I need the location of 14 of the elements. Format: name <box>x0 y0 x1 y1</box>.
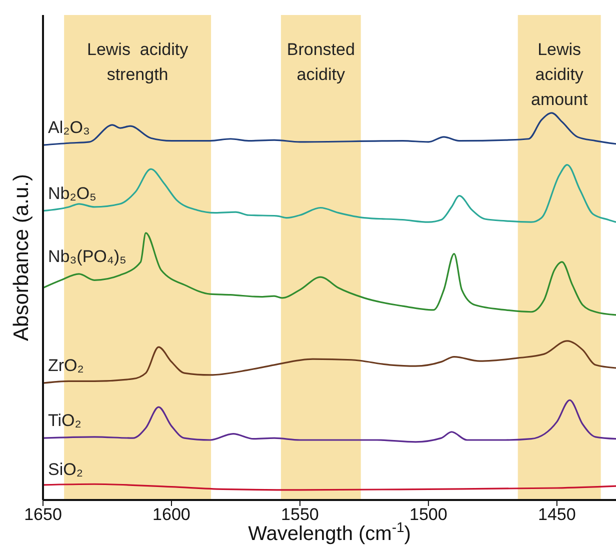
x-tick-label: 1500 <box>410 505 448 524</box>
series-label: Nb₃(PO₄)₅ <box>48 246 126 266</box>
x-tick-label: 1450 <box>538 505 576 524</box>
band-label: Bronsted acidity <box>286 40 355 84</box>
series-label: Nb₂O₅ <box>48 184 96 203</box>
y-axis-title: Absorbance (a.u.) <box>10 174 33 341</box>
x-tick-label: 1650 <box>24 505 62 524</box>
series-label: Al₂O₃ <box>48 118 90 138</box>
x-tick-label: 1600 <box>152 505 190 524</box>
band-label: Lewis acidity strength <box>87 40 189 84</box>
series-label: ZrO₂ <box>48 356 84 376</box>
band-label: Lewis acidity amount <box>530 40 588 109</box>
series-label: TiO₂ <box>48 411 82 430</box>
series-label: SiO₂ <box>48 460 83 479</box>
